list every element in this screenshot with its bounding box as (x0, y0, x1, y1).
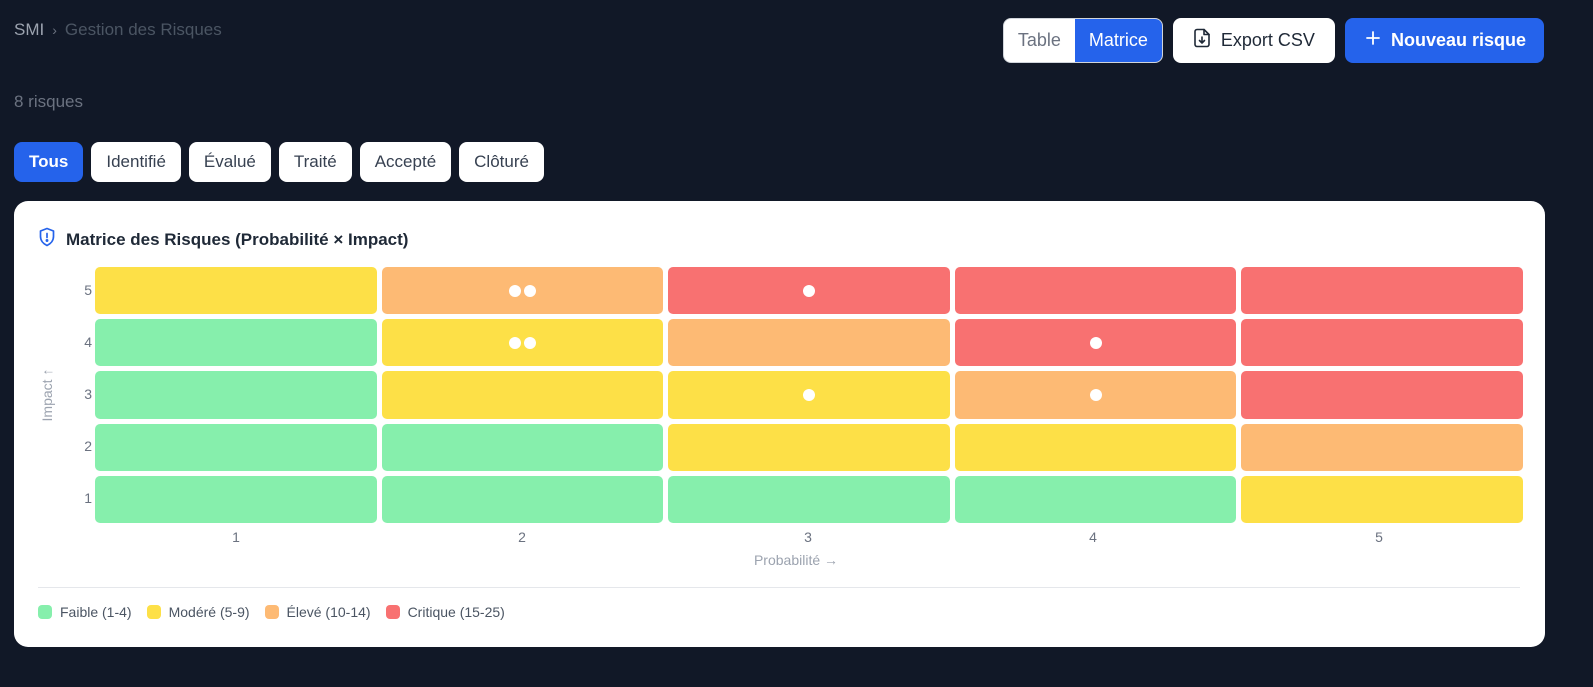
legend-item-faible: Faible (1-4) (38, 604, 132, 620)
risk-dot[interactable] (523, 284, 536, 297)
matrix-cell-p2-i4[interactable] (381, 319, 664, 367)
risk-matrix-grid (95, 267, 1523, 523)
status-filters: Tous Identifié Évalué Traité Accepté Clô… (14, 142, 544, 182)
matrix-cell-p3-i5[interactable] (668, 267, 950, 315)
impact-tick-2: 2 (84, 438, 92, 454)
filter-traite[interactable]: Traité (278, 142, 352, 182)
filter-identifie[interactable]: Identifié (91, 142, 181, 182)
legend-label-faible: Faible (1-4) (60, 604, 132, 620)
legend-label-eleve: Élevé (10-14) (286, 604, 371, 620)
matrix-cell-p5-i4[interactable] (1241, 319, 1523, 367)
filter-tous[interactable]: Tous (14, 142, 84, 182)
filter-evalue[interactable]: Évalué (188, 142, 271, 182)
file-download-icon (1193, 28, 1211, 53)
legend-swatch-critique (385, 605, 400, 619)
breadcrumb-current: Gestion des Risques (64, 20, 222, 39)
new-risk-label: Nouveau risque (1390, 30, 1526, 50)
export-csv-label: Export CSV (1220, 30, 1315, 50)
probability-tick-1: 1 (232, 529, 240, 545)
risk-dot[interactable] (508, 284, 521, 297)
probability-axis-label: Probabilité → (753, 552, 839, 568)
matrix-cell-p4-i2[interactable] (954, 423, 1237, 471)
matrix-cell-p1-i5[interactable] (95, 267, 377, 315)
legend-label-critique: Critique (15-25) (407, 604, 505, 620)
shield-alert-icon (38, 227, 56, 252)
matrix-cell-p1-i4[interactable] (95, 319, 377, 367)
impact-tick-4: 4 (84, 334, 92, 350)
breadcrumb-separator: › (52, 22, 57, 38)
new-risk-button[interactable]: Nouveau risque (1344, 18, 1544, 63)
plus-icon (1365, 30, 1381, 51)
legend-item-modere: Modéré (5-9) (146, 604, 250, 620)
breadcrumb-root[interactable]: SMI (14, 20, 45, 39)
impact-axis-label: Impact ↑ (39, 368, 55, 422)
matrix-cell-p4-i3[interactable] (954, 371, 1237, 419)
legend-swatch-eleve (264, 605, 279, 619)
view-table-option[interactable]: Table (1017, 30, 1061, 50)
legend-divider (38, 587, 1520, 588)
probability-tick-4: 4 (1089, 529, 1097, 545)
matrix-cell-p1-i1[interactable] (95, 475, 377, 523)
matrix-cell-p2-i3[interactable] (381, 371, 664, 419)
risk-legend: Faible (1-4) Modéré (5-9) Élevé (10-14) … (38, 604, 505, 620)
impact-tick-3: 3 (84, 386, 92, 402)
matrix-title: Matrice des Risques (Probabilité × Impac… (66, 229, 409, 249)
matrix-cell-p3-i3[interactable] (668, 371, 950, 419)
matrix-cell-p2-i1[interactable] (381, 475, 664, 523)
filter-cloture[interactable]: Clôturé (459, 142, 544, 182)
impact-tick-1: 1 (84, 490, 92, 506)
risk-dot[interactable] (1089, 388, 1102, 401)
matrix-cell-p4-i1[interactable] (954, 475, 1237, 523)
legend-item-eleve: Élevé (10-14) (264, 604, 371, 620)
export-csv-button[interactable]: Export CSV (1172, 18, 1335, 63)
risk-dot[interactable] (802, 388, 815, 401)
view-toggle: Table Matrice (1002, 18, 1163, 63)
matrix-cell-p5-i2[interactable] (1241, 423, 1523, 471)
legend-swatch-faible (38, 605, 52, 619)
matrix-cell-p3-i2[interactable] (668, 423, 950, 471)
legend-label-modere: Modéré (5-9) (168, 604, 250, 620)
legend-swatch-modere (146, 605, 161, 619)
probability-tick-5: 5 (1375, 529, 1383, 545)
matrix-cell-p5-i3[interactable] (1241, 371, 1523, 419)
risk-count: 8 risques (14, 92, 83, 111)
breadcrumb: SMI › Gestion des Risques (14, 20, 222, 40)
probability-tick-3: 3 (804, 529, 812, 545)
impact-tick-5: 5 (84, 282, 92, 298)
risk-dot[interactable] (523, 336, 536, 349)
filter-accepte[interactable]: Accepté (359, 142, 452, 182)
risk-dot[interactable] (802, 284, 815, 297)
matrix-cell-p5-i1[interactable] (1241, 475, 1523, 523)
risk-dot[interactable] (508, 336, 521, 349)
matrix-cell-p2-i2[interactable] (381, 423, 664, 471)
matrix-cell-p5-i5[interactable] (1241, 267, 1523, 315)
risk-matrix-card: Matrice des Risques (Probabilité × Impac… (14, 201, 1545, 647)
matrix-cell-p4-i5[interactable] (954, 267, 1237, 315)
top-actions: Table Matrice Export CSV Nouveau risque (1002, 18, 1544, 63)
matrix-header: Matrice des Risques (Probabilité × Impac… (38, 227, 408, 252)
matrix-cell-p1-i3[interactable] (95, 371, 377, 419)
matrix-cell-p3-i4[interactable] (668, 319, 950, 367)
matrix-cell-p4-i4[interactable] (954, 319, 1237, 367)
matrix-cell-p1-i2[interactable] (95, 423, 377, 471)
matrix-cell-p3-i1[interactable] (668, 475, 950, 523)
probability-tick-2: 2 (518, 529, 526, 545)
matrix-cell-p2-i5[interactable] (381, 267, 664, 315)
legend-item-critique: Critique (15-25) (385, 604, 505, 620)
risk-dot[interactable] (1089, 336, 1102, 349)
view-matrix-option[interactable]: Matrice (1074, 19, 1162, 62)
